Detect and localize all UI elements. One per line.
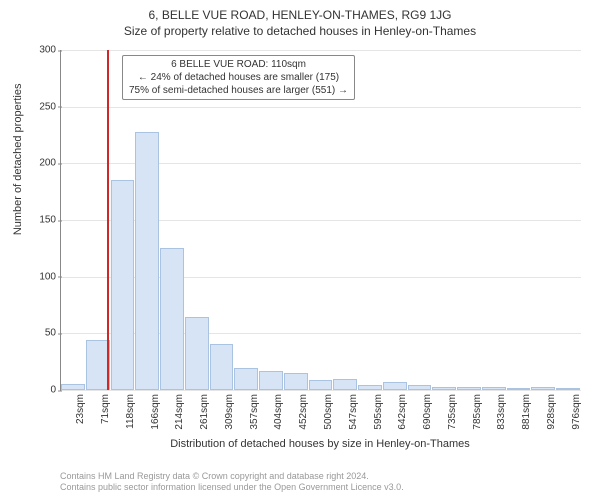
x-axis-label: Distribution of detached houses by size … (60, 438, 580, 450)
bar (507, 388, 531, 390)
y-tick-label: 250 (26, 101, 56, 112)
bar (210, 344, 234, 390)
bar (482, 387, 506, 390)
marker-line (107, 50, 109, 390)
bar (457, 387, 481, 390)
footer-line-2: Contains public sector information licen… (60, 482, 404, 494)
y-tick-label: 150 (26, 215, 56, 226)
bar (383, 382, 407, 390)
info-line-2: ← 24% of detached houses are smaller (17… (129, 71, 348, 84)
x-tick-label: 166sqm (150, 394, 161, 430)
y-tick-label: 300 (26, 45, 56, 56)
bar (160, 248, 184, 390)
x-tick-label: 881sqm (521, 394, 532, 430)
x-tick-label: 928sqm (546, 394, 557, 430)
bar (333, 379, 357, 390)
x-tick-label: 214sqm (174, 394, 185, 430)
x-tick-label: 833sqm (496, 394, 507, 430)
y-tick-label: 200 (26, 158, 56, 169)
bar (111, 180, 135, 390)
bar (309, 380, 333, 390)
x-tick-label: 785sqm (472, 394, 483, 430)
gridline (61, 50, 581, 51)
y-tick-label: 50 (26, 328, 56, 339)
bar (432, 387, 456, 390)
gridline (61, 107, 581, 108)
info-box: 6 BELLE VUE ROAD: 110sqm ← 24% of detach… (122, 55, 355, 100)
bar (358, 385, 382, 390)
x-tick-label: 452sqm (298, 394, 309, 430)
footer-line-1: Contains HM Land Registry data © Crown c… (60, 471, 404, 483)
y-tick-label: 100 (26, 271, 56, 282)
bar (185, 317, 209, 390)
bar (135, 132, 159, 390)
x-tick-label: 976sqm (571, 394, 582, 430)
x-tick-label: 500sqm (323, 394, 334, 430)
x-tick-label: 690sqm (422, 394, 433, 430)
plot-region (60, 50, 581, 391)
footer-attribution: Contains HM Land Registry data © Crown c… (60, 471, 404, 494)
info-line-3: 75% of semi-detached houses are larger (… (129, 84, 348, 97)
info-line-1: 6 BELLE VUE ROAD: 110sqm (129, 58, 348, 71)
x-tick-label: 261sqm (199, 394, 210, 430)
x-tick-label: 595sqm (373, 394, 384, 430)
x-tick-label: 71sqm (100, 394, 111, 424)
x-tick-label: 23sqm (75, 394, 86, 424)
chart-area: Number of detached properties Distributi… (60, 50, 580, 390)
x-tick-label: 642sqm (397, 394, 408, 430)
bar (259, 371, 283, 390)
y-axis-label: Number of detached properties (12, 84, 24, 236)
bar (408, 385, 432, 390)
chart-title-main: 6, BELLE VUE ROAD, HENLEY-ON-THAMES, RG9… (0, 0, 600, 22)
gridline (61, 390, 581, 391)
x-tick-label: 547sqm (348, 394, 359, 430)
bar (234, 368, 258, 390)
bar (284, 373, 308, 390)
chart-title-sub: Size of property relative to detached ho… (0, 22, 600, 38)
x-tick-label: 118sqm (125, 394, 136, 429)
bar (531, 387, 555, 390)
x-tick-label: 404sqm (273, 394, 284, 430)
x-tick-label: 309sqm (224, 394, 235, 430)
x-tick-label: 735sqm (447, 394, 458, 430)
bar (556, 388, 580, 390)
bar (61, 384, 85, 390)
x-tick-label: 357sqm (249, 394, 260, 430)
y-tick-label: 0 (26, 385, 56, 396)
